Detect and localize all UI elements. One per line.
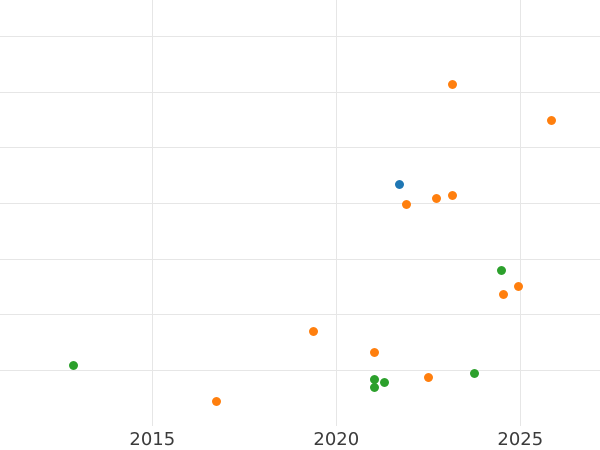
data-point-series-orange (212, 396, 222, 406)
data-point-series-green (369, 375, 379, 385)
data-point-series-orange (431, 193, 441, 203)
horizontal-gridline (0, 314, 600, 316)
vertical-gridline (335, 0, 337, 427)
data-point-series-orange (448, 79, 458, 89)
data-point-series-orange (448, 191, 458, 201)
data-point-series-green (68, 361, 78, 371)
data-point-series-orange (547, 115, 557, 125)
horizontal-gridline (0, 36, 600, 38)
data-point-series-orange (423, 372, 433, 382)
data-point-series-green (380, 378, 389, 388)
data-point-series-green (369, 383, 379, 393)
data-point-series-orange (513, 281, 523, 291)
horizontal-gridline (0, 203, 600, 205)
vertical-gridline (519, 0, 521, 427)
x-tick-label: 2020 (313, 429, 360, 450)
horizontal-gridline (0, 370, 600, 372)
data-point-series-orange (369, 347, 379, 357)
x-tick-label: 2025 (497, 429, 544, 450)
data-point-series-green (469, 368, 479, 378)
data-point-series-orange (401, 200, 411, 210)
horizontal-gridline (0, 147, 600, 149)
vertical-gridline (151, 0, 153, 427)
horizontal-gridline (0, 258, 600, 260)
data-point-series-blue (395, 179, 405, 189)
x-tick-label: 2015 (129, 429, 176, 450)
data-point-series-green (496, 266, 506, 276)
horizontal-gridline (0, 91, 600, 93)
data-point-series-orange (308, 327, 318, 337)
data-point-series-orange (498, 289, 508, 299)
